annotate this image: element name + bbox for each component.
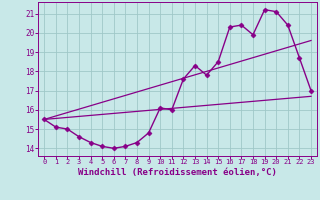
X-axis label: Windchill (Refroidissement éolien,°C): Windchill (Refroidissement éolien,°C)	[78, 168, 277, 177]
